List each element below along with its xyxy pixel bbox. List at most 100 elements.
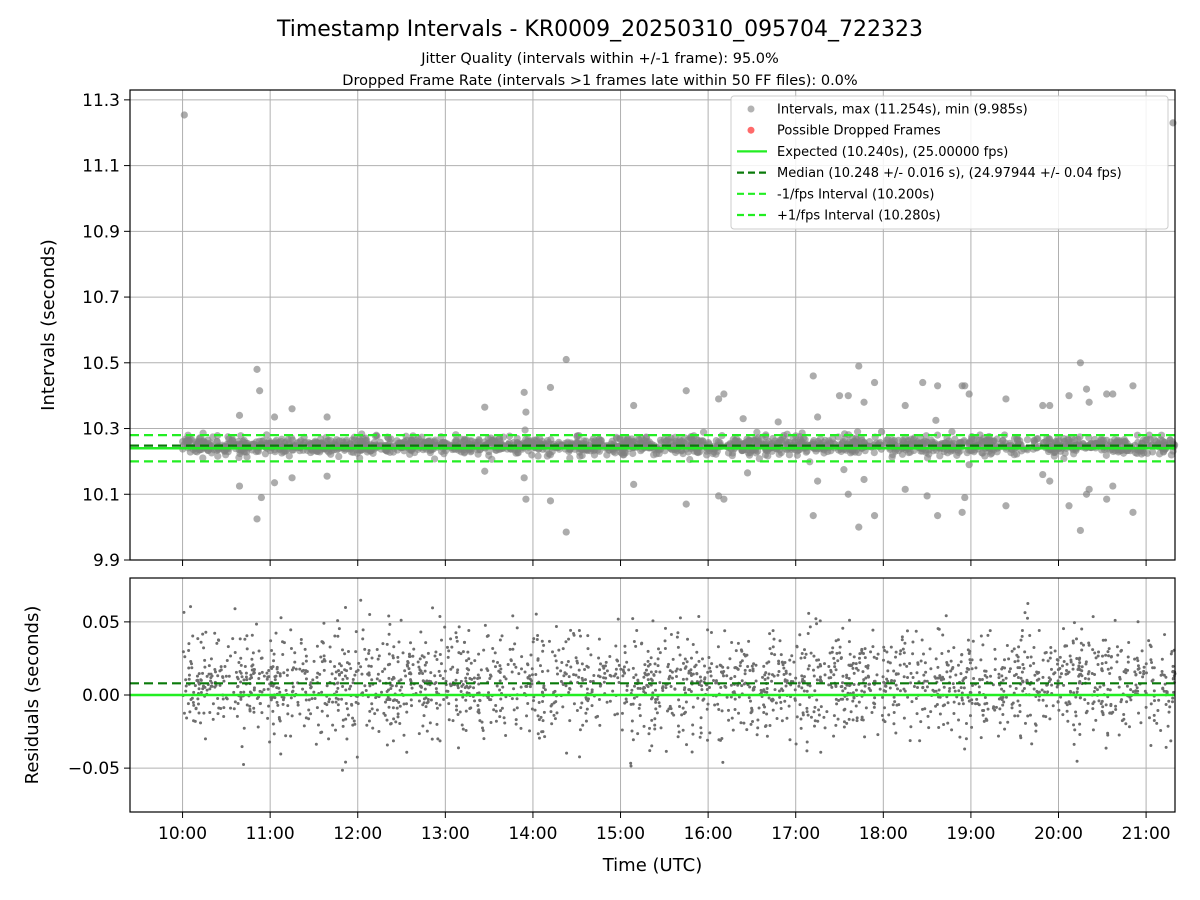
residual-point [289, 696, 293, 700]
residual-point [419, 630, 423, 634]
residual-point [512, 687, 516, 691]
residual-point [937, 725, 941, 729]
residual-point [250, 657, 254, 661]
residual-point [367, 651, 371, 655]
residual-point [655, 711, 659, 715]
residual-point [559, 679, 563, 683]
residual-point [903, 689, 907, 693]
intervals-outlier-point [870, 512, 879, 520]
residual-point [1055, 658, 1059, 662]
residual-point [296, 700, 300, 704]
residual-point [721, 760, 725, 764]
residual-point [597, 656, 601, 660]
residual-point [274, 631, 278, 635]
residual-point [528, 685, 532, 689]
residual-point [385, 743, 389, 747]
residual-point [315, 706, 319, 710]
residual-point [1164, 675, 1168, 679]
residual-point [942, 723, 946, 727]
residual-point [685, 677, 689, 681]
residual-point [706, 670, 710, 674]
residual-point [602, 680, 606, 684]
residual-point [651, 619, 655, 623]
intervals-point [521, 426, 529, 434]
residual-point [334, 670, 338, 674]
residual-point [304, 716, 308, 720]
residual-point [457, 651, 461, 655]
residual-point [815, 622, 819, 626]
residual-point [232, 690, 236, 694]
residual-point [549, 704, 553, 708]
residual-point [812, 710, 816, 714]
residual-point [391, 706, 395, 710]
residual-point [720, 709, 724, 713]
residual-point [222, 679, 226, 683]
residual-point [456, 686, 460, 690]
intervals-outlier-point [743, 469, 752, 477]
residual-point [539, 715, 543, 719]
residual-point [1026, 714, 1030, 718]
intervals-point [769, 434, 777, 443]
residual-point [1094, 656, 1098, 660]
legend-entry-minus-interval: -1/fps Interval (10.200s) [737, 187, 934, 202]
residual-point [464, 659, 468, 663]
residual-point [1073, 728, 1077, 732]
residual-point [1086, 701, 1090, 705]
residual-point [909, 671, 913, 675]
residual-point [343, 674, 347, 678]
residual-point [433, 654, 437, 658]
residual-point [730, 640, 734, 644]
residual-point [424, 660, 428, 664]
residual-point [438, 674, 442, 678]
residual-point [339, 664, 343, 668]
residual-point [967, 699, 971, 703]
intervals-outlier-point [961, 382, 969, 390]
residual-point [278, 674, 282, 678]
residual-point [1171, 696, 1175, 700]
residual-point [764, 724, 768, 728]
residual-point [199, 721, 203, 725]
residual-point [542, 686, 546, 690]
residual-point [818, 663, 822, 667]
residual-point [447, 718, 451, 722]
residual-point [491, 646, 495, 650]
intervals-outlier-point [180, 111, 188, 119]
residual-point [873, 702, 877, 706]
residual-point [496, 661, 500, 665]
residual-point [783, 699, 787, 703]
residual-point [477, 652, 481, 656]
intervals-outlier-point [1046, 477, 1054, 485]
residual-point [201, 632, 205, 636]
residual-point [517, 672, 521, 676]
residual-point [586, 647, 590, 651]
residual-point [1002, 658, 1006, 662]
residual-point [801, 677, 805, 681]
residual-point [840, 685, 844, 689]
intervals-point [853, 428, 862, 436]
residual-point [363, 684, 367, 688]
residual-point [605, 700, 609, 704]
residual-point [1139, 721, 1143, 725]
intervals-outlier-point [934, 382, 942, 390]
residual-point [227, 674, 231, 678]
residual-point [333, 664, 337, 668]
residual-point [1033, 722, 1037, 726]
residual-point [591, 679, 595, 683]
residual-point [1152, 689, 1156, 693]
residual-point [832, 734, 836, 738]
residual-point [515, 697, 519, 701]
residual-point [1133, 670, 1137, 674]
residual-point [772, 637, 776, 641]
residual-point [733, 697, 737, 701]
residual-point [800, 651, 804, 655]
residual-point [898, 652, 902, 656]
residual-point [456, 668, 460, 672]
residuals-y-axis-label: Residuals (seconds) [22, 606, 43, 785]
residual-point [1001, 695, 1005, 699]
residual-point [625, 688, 629, 692]
residual-point [203, 665, 207, 669]
legend-entry-dropped: Possible Dropped Frames [747, 124, 941, 139]
residual-point [404, 674, 408, 678]
residual-point [909, 725, 913, 729]
intervals-outlier-point [522, 408, 530, 416]
